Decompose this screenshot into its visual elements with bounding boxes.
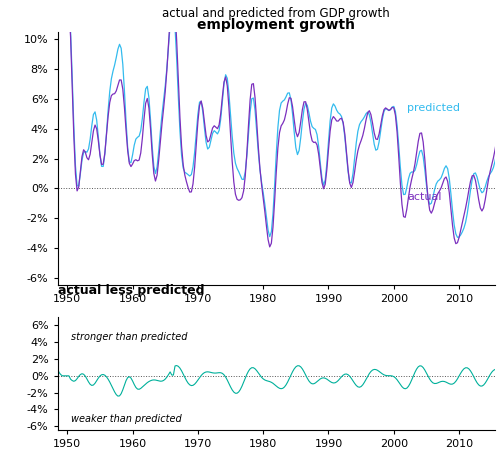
Text: actual: actual	[408, 192, 442, 202]
Text: actual less predicted: actual less predicted	[58, 284, 204, 297]
Text: actual and predicted from GDP growth: actual and predicted from GDP growth	[162, 7, 390, 20]
Text: stronger than predicted: stronger than predicted	[70, 333, 187, 342]
Text: weaker than predicted: weaker than predicted	[70, 414, 182, 424]
Text: predicted: predicted	[408, 103, 461, 113]
Title: employment growth: employment growth	[197, 18, 355, 32]
